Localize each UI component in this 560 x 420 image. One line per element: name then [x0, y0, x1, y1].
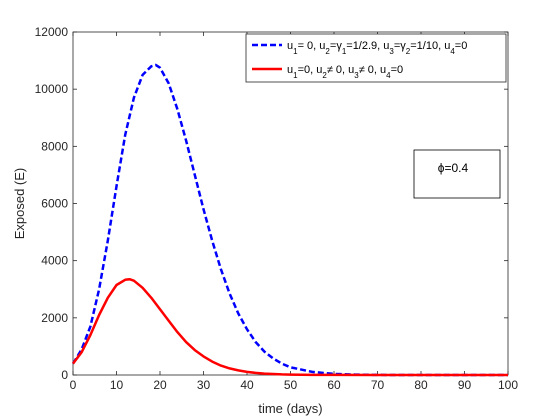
series-line-red: [72, 277, 508, 377]
y-tick-label: 0: [61, 368, 68, 382]
legend-label-red: u1=0, u2≠ 0, u3≠ 0, u4=0: [287, 64, 403, 80]
y-tick-label: 2000: [41, 311, 68, 325]
x-tick-label: 30: [197, 378, 211, 392]
phi-annotation-box: ϕ=0.4: [413, 149, 501, 199]
y-axis-label: Exposed (E): [12, 168, 27, 240]
x-tick-label: 100: [498, 378, 518, 392]
y-tick-label: 10000: [35, 82, 69, 96]
y-tick-label: 6000: [41, 197, 68, 211]
y-tick-label: 4000: [41, 254, 68, 268]
legend: u1= 0, u2=γ1=1/2.9, u3=γ2=1/10, u4=0 u1=0…: [245, 33, 507, 83]
x-tick-label: 90: [458, 378, 472, 392]
x-tick-label: 50: [284, 378, 298, 392]
y-tick-label: 12000: [35, 25, 69, 39]
plot-area: [72, 31, 509, 376]
annotation-box: [413, 149, 501, 199]
x-tick-label: 10: [110, 378, 124, 392]
x-tick-label: 70: [371, 378, 385, 392]
x-tick-label: 20: [153, 378, 167, 392]
x-tick-label: 80: [414, 378, 428, 392]
series-layer: [71, 63, 508, 377]
legend-label-blue: u1= 0, u2=γ1=1/2.9, u3=γ2=1/10, u4=0: [287, 40, 467, 56]
x-tick-label: 60: [327, 378, 341, 392]
axis-ticks: 0 10 20 30 40 50 60 70 80 90 100 0 2000 4000 6000 8000 1…: [35, 25, 519, 392]
legend-box: [245, 33, 507, 83]
x-axis-label: time (days): [258, 401, 322, 416]
x-tick-label: 40: [240, 378, 254, 392]
x-tick-label: 0: [70, 378, 77, 392]
y-tick-label: 8000: [41, 139, 68, 153]
phi-annotation: ϕ=0.4: [438, 161, 469, 175]
